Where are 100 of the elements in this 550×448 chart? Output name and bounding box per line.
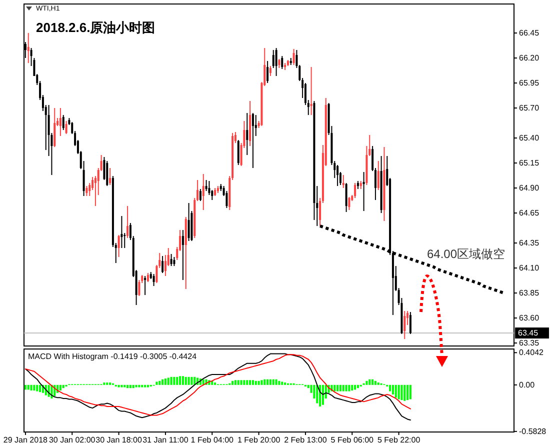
- x-tick-label: 30 Jan 02:00: [48, 436, 96, 444]
- bar: [254, 380, 257, 385]
- candlestick: [202, 174, 204, 210]
- bar: [176, 376, 178, 385]
- bar: [374, 380, 376, 385]
- candlestick: [342, 174, 344, 188]
- bar: [138, 384, 140, 388]
- bar: [281, 382, 284, 385]
- y-tick-label: 63.60: [519, 314, 540, 322]
- bar: [278, 380, 280, 385]
- candlestick: [362, 172, 365, 212]
- bar: [342, 384, 344, 392]
- candlestick: [182, 230, 184, 280]
- bar: [39, 384, 42, 392]
- bar: [234, 380, 236, 385]
- candlestick: [106, 160, 108, 186]
- y-tick-label: 66.45: [519, 28, 540, 38]
- y-tick-label: 63.35: [519, 338, 540, 348]
- candlestick: [205, 180, 208, 192]
- bar: [184, 376, 187, 385]
- x-tick-label: 5 Feb 06:00: [330, 436, 374, 444]
- bar: [246, 380, 248, 385]
- bar: [118, 384, 120, 388]
- bar: [398, 384, 400, 400]
- candlestick: [62, 114, 64, 130]
- bar: [392, 384, 394, 394]
- candlestick: [162, 256, 164, 274]
- x-tick-label: 1 Feb 04:00: [190, 436, 234, 444]
- bar: [179, 376, 182, 385]
- bar: [322, 384, 324, 405]
- bar: [404, 384, 406, 401]
- candlestick: [59, 108, 62, 136]
- candlestick: [118, 234, 120, 258]
- bar: [264, 379, 266, 385]
- bar: [319, 384, 322, 406]
- x-tick-label: 31 Jan 11:00: [142, 436, 189, 444]
- y-tick-label: 64.65: [519, 208, 540, 218]
- bar: [24, 384, 26, 390]
- bar: [182, 376, 184, 385]
- bar: [33, 384, 36, 390]
- bar: [258, 380, 260, 385]
- bar: [129, 384, 132, 388]
- candlestick: [252, 112, 254, 168]
- bar: [243, 380, 246, 385]
- candlestick: [292, 48, 295, 66]
- y-tick-label: 63.85: [519, 288, 540, 298]
- x-tick-label: 30 Jan 18:00: [96, 436, 142, 444]
- candlestick: [54, 108, 56, 148]
- bar: [188, 376, 190, 385]
- bar: [400, 384, 403, 400]
- candlestick: [272, 50, 274, 68]
- bar: [162, 379, 164, 385]
- bar: [316, 384, 318, 404]
- bar: [272, 379, 274, 385]
- x-tick-label: 1 Feb 20:00: [237, 436, 281, 444]
- candlestick: [266, 60, 269, 84]
- bar: [368, 379, 371, 385]
- y-tick-label: 65.40: [519, 134, 540, 142]
- candlestick: [120, 216, 123, 248]
- candlestick: [246, 112, 248, 156]
- y-tick-label: 65.70: [519, 104, 540, 112]
- candlestick: [348, 196, 350, 210]
- bar: [372, 379, 374, 385]
- bar: [406, 384, 409, 400]
- bar: [158, 380, 161, 385]
- bar: [237, 380, 240, 385]
- bar: [170, 376, 172, 385]
- bar: [260, 380, 263, 385]
- y-tick-label: 64.90: [519, 184, 540, 192]
- bar: [345, 384, 348, 392]
- bar: [339, 384, 342, 392]
- y-tick-label: 66.20: [519, 54, 540, 62]
- candlestick: [144, 276, 146, 296]
- candlestick: [354, 182, 356, 198]
- bar: [124, 384, 126, 388]
- candlestick: [409, 312, 412, 334]
- y-tick-label: 64.35: [519, 238, 540, 248]
- bar: [240, 380, 242, 385]
- bar: [249, 380, 252, 385]
- y-tick-label: 65.15: [519, 158, 540, 168]
- bar: [252, 380, 254, 385]
- bar: [135, 384, 138, 388]
- bar: [164, 378, 166, 385]
- candlestick: [404, 310, 406, 340]
- y-tick-label: -0.5828: [519, 426, 547, 436]
- bar: [141, 384, 144, 388]
- bar: [409, 384, 412, 400]
- candlestick: [27, 32, 30, 64]
- bar: [173, 376, 176, 385]
- bar: [27, 384, 30, 390]
- bar: [59, 384, 62, 390]
- annotation: 64.00区域做空: [426, 247, 506, 261]
- candlestick: [86, 186, 88, 196]
- candlestick: [345, 182, 348, 212]
- bar: [156, 382, 158, 385]
- y-tick-label: 64.10: [519, 264, 540, 272]
- y-tick-label: 65.95: [519, 78, 540, 88]
- bar: [275, 379, 278, 385]
- bar: [30, 384, 32, 390]
- bar: [356, 384, 359, 388]
